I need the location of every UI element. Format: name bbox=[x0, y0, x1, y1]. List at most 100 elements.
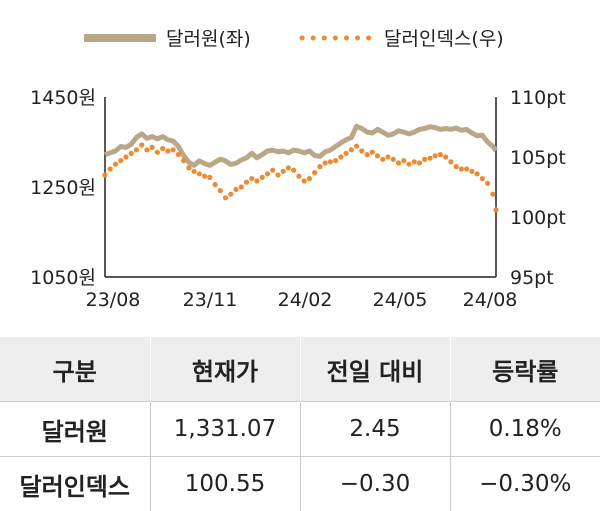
series-point-dxy bbox=[359, 148, 364, 153]
series-point-dxy bbox=[228, 192, 233, 197]
series-point-dxy bbox=[422, 157, 427, 162]
row-label: 달러인덱스 bbox=[0, 457, 150, 511]
series-point-dxy bbox=[396, 160, 401, 165]
table-header-row: 구분 현재가 전일 대비 등락률 bbox=[0, 337, 600, 402]
x-tick-label: 24/08 bbox=[463, 289, 518, 311]
series-point-dxy bbox=[155, 150, 160, 155]
header-change: 전일 대비 bbox=[300, 337, 450, 402]
series-point-dxy bbox=[139, 142, 144, 147]
series-point-dxy bbox=[239, 184, 244, 189]
series-point-dxy bbox=[307, 176, 312, 181]
price-cell: 1,331.07 bbox=[150, 402, 300, 457]
series-point-dxy bbox=[480, 176, 485, 181]
series-point-dxy bbox=[333, 158, 338, 163]
series-line-usdkrw bbox=[105, 126, 496, 165]
series-point-dxy bbox=[365, 152, 370, 157]
series-point-dxy bbox=[385, 154, 390, 159]
chart-legend: 달러원(좌) 달러인덱스(우) bbox=[84, 28, 504, 50]
series-point-dxy bbox=[123, 154, 128, 159]
series-point-dxy bbox=[176, 152, 181, 157]
x-tick-label: 23/11 bbox=[183, 289, 238, 311]
y-left-tick-label: 1250원 bbox=[30, 177, 96, 199]
series-point-dxy bbox=[296, 174, 301, 179]
series-point-dxy bbox=[260, 175, 265, 180]
series-point-dxy bbox=[129, 151, 134, 156]
y-right-tick-label: 105pt bbox=[510, 147, 566, 169]
series-point-dxy bbox=[412, 159, 417, 164]
series-point-dxy bbox=[254, 178, 259, 183]
series-point-dxy bbox=[370, 150, 375, 155]
series-point-dxy bbox=[438, 152, 443, 157]
series-point-dxy bbox=[113, 162, 118, 167]
rate-cell: 0.18% bbox=[450, 402, 600, 457]
x-tick-label: 24/02 bbox=[278, 289, 333, 311]
series-point-dxy bbox=[464, 166, 469, 171]
series-point-dxy bbox=[354, 144, 359, 149]
series-point-dxy bbox=[454, 164, 459, 169]
legend-label-usdkrw: 달러원(좌) bbox=[166, 28, 251, 50]
rate-cell: −0.30% bbox=[450, 457, 600, 511]
header-rate: 등락률 bbox=[450, 337, 600, 402]
series-point-dxy bbox=[459, 166, 464, 171]
y-left-tick-label: 1050원 bbox=[30, 267, 96, 289]
series-point-dxy bbox=[233, 187, 238, 192]
series-point-dxy bbox=[223, 195, 228, 200]
series-point-dxy bbox=[417, 160, 422, 165]
change-cell: −0.30 bbox=[300, 457, 450, 511]
series-point-dxy bbox=[317, 164, 322, 169]
series-point-dxy bbox=[160, 146, 165, 151]
series-point-dxy bbox=[165, 148, 170, 153]
series-point-dxy bbox=[202, 174, 207, 179]
series-point-dxy bbox=[150, 145, 155, 150]
series-point-dxy bbox=[118, 158, 123, 163]
series-point-dxy bbox=[401, 158, 406, 163]
series-point-dxy bbox=[427, 156, 432, 161]
y-left-tick-label: 1450원 bbox=[30, 87, 96, 109]
series-point-dxy bbox=[144, 147, 149, 152]
row-label: 달러원 bbox=[0, 402, 150, 457]
series-point-dxy bbox=[218, 188, 223, 193]
exchange-rate-chart: 달러원(좌) 달러인덱스(우) 1450원 1250원 1050원 110pt 105p… bbox=[0, 0, 600, 330]
price-cell: 100.55 bbox=[150, 457, 300, 511]
series-point-dxy bbox=[312, 170, 317, 175]
table-row: 달러원 1,331.07 2.45 0.18% bbox=[0, 402, 600, 457]
series-point-dxy bbox=[192, 169, 197, 174]
y-right-tick-label: 100pt bbox=[510, 207, 566, 229]
series-point-dxy bbox=[291, 168, 296, 173]
series-point-dxy bbox=[349, 147, 354, 152]
series-point-dxy bbox=[186, 165, 191, 170]
series-point-dxy bbox=[249, 176, 254, 181]
series-point-dxy bbox=[328, 159, 333, 164]
series-point-dxy bbox=[323, 160, 328, 165]
series-point-dxy bbox=[391, 157, 396, 162]
series-point-dxy bbox=[485, 181, 490, 186]
series-point-dxy bbox=[286, 165, 291, 170]
series-point-dxy bbox=[207, 175, 212, 180]
series-point-dxy bbox=[171, 147, 176, 152]
series-point-dxy bbox=[469, 169, 474, 174]
series-point-dxy bbox=[380, 157, 385, 162]
quote-table: 구분 현재가 전일 대비 등락률 달러원 1,331.07 2.45 0.18%… bbox=[0, 337, 600, 511]
series-point-dxy bbox=[338, 154, 343, 159]
series-point-dxy bbox=[181, 158, 186, 163]
series-point-dxy bbox=[443, 154, 448, 159]
header-category: 구분 bbox=[0, 337, 150, 402]
series-point-dxy bbox=[448, 159, 453, 164]
series-point-dxy bbox=[490, 192, 495, 197]
series-point-dxy bbox=[344, 151, 349, 156]
series-point-dxy bbox=[213, 182, 218, 187]
series-point-dxy bbox=[433, 153, 438, 158]
series-point-dxy bbox=[102, 172, 107, 177]
series-point-dxy bbox=[244, 180, 249, 185]
series-point-dxy bbox=[302, 178, 307, 183]
y-right-tick-label: 110pt bbox=[510, 87, 566, 109]
series-point-dxy bbox=[265, 171, 270, 176]
series-point-dxy bbox=[281, 169, 286, 174]
series-point-dxy bbox=[134, 147, 139, 152]
series-point-dxy bbox=[108, 166, 113, 171]
series-point-dxy bbox=[475, 171, 480, 176]
legend-label-dxy: 달러인덱스(우) bbox=[384, 28, 504, 50]
series-point-dxy bbox=[275, 172, 280, 177]
x-tick-label: 24/05 bbox=[373, 289, 428, 311]
y-right-tick-label: 95pt bbox=[510, 267, 554, 289]
